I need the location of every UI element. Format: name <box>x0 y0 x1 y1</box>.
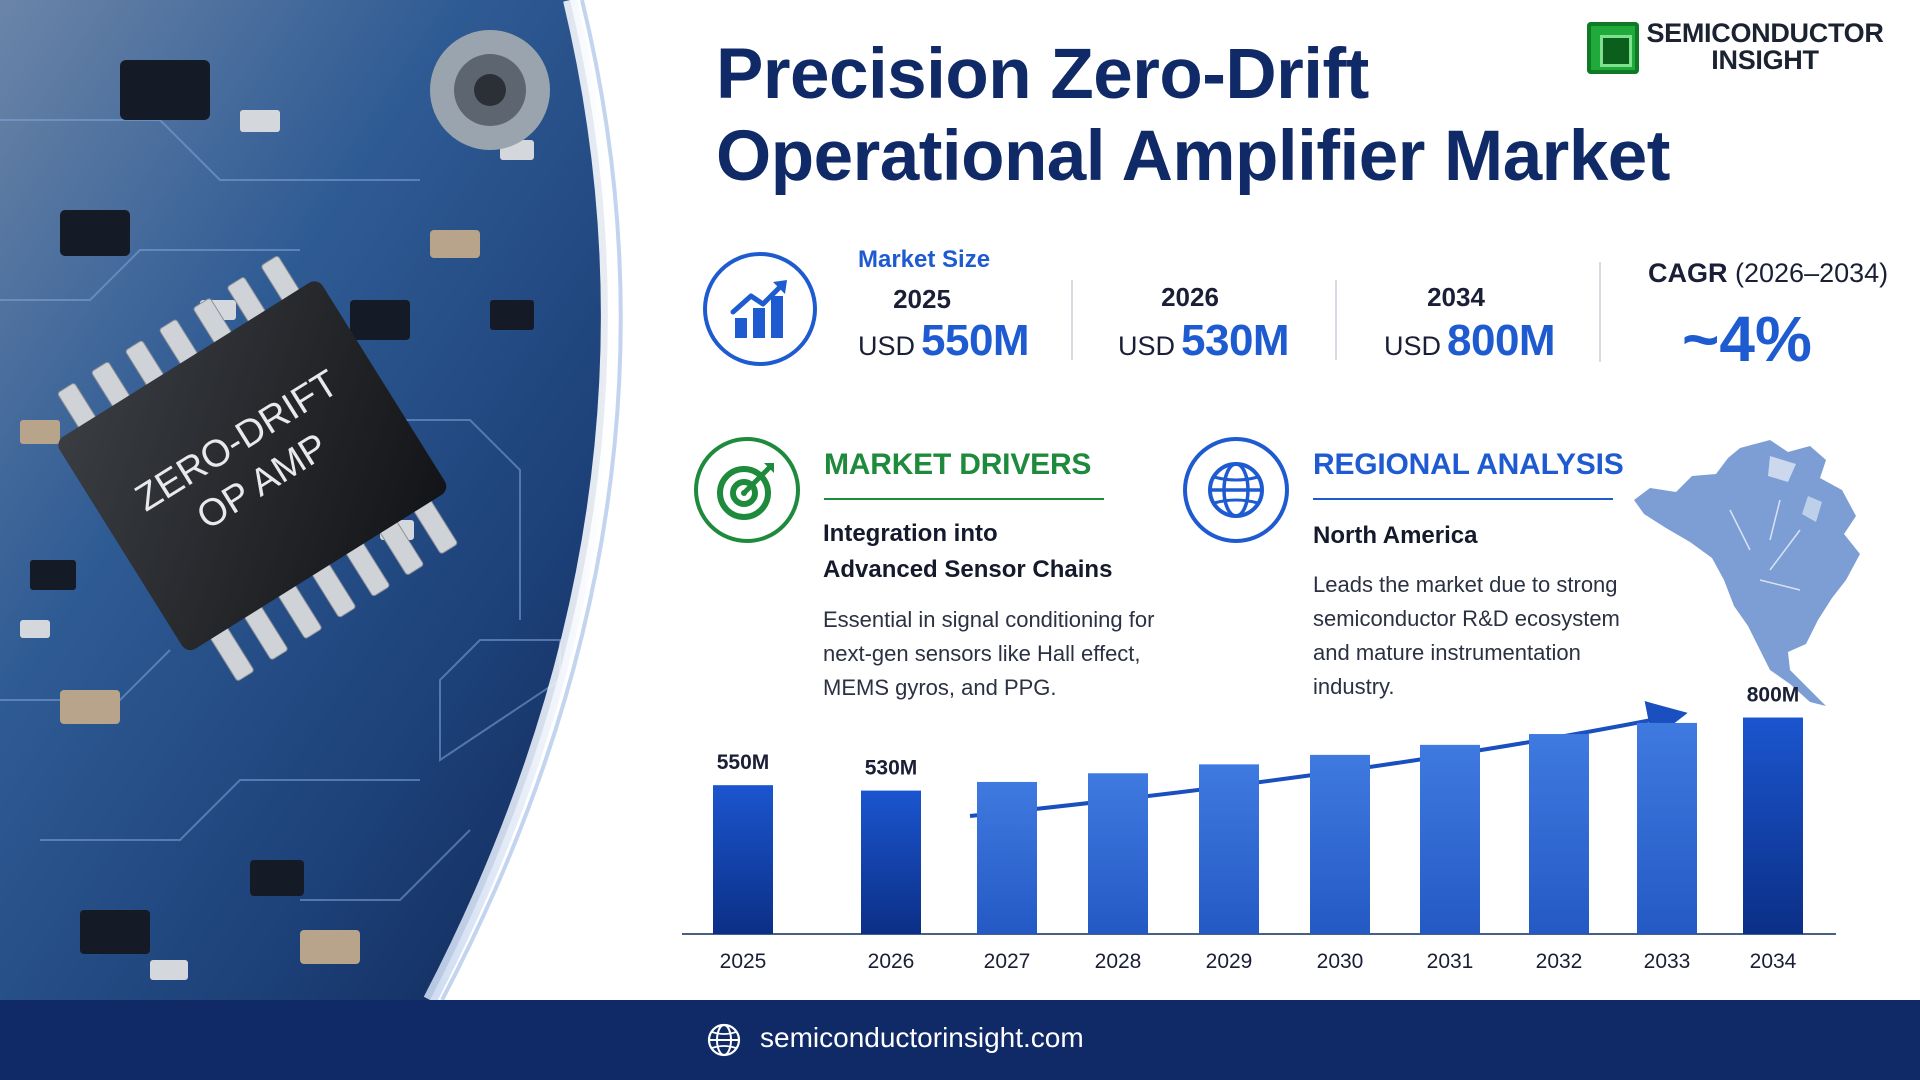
regional-body-line4: industry. <box>1313 674 1395 699</box>
bar-2026 <box>861 790 921 934</box>
bar-2027 <box>977 781 1037 934</box>
x-tick-label: 2034 <box>1750 950 1797 973</box>
growth-chart-icon <box>730 280 787 338</box>
drivers-heading-line2: Advanced Sensor Chains <box>823 556 1113 583</box>
logo-text: SEMICONDUCTOR INSIGHT <box>1645 20 1885 74</box>
x-tick-label: 2029 <box>1206 950 1253 973</box>
currency-label: USD <box>858 331 916 361</box>
bar-2033 <box>1637 722 1697 934</box>
drivers-heading-line1: Integration into <box>823 520 998 547</box>
x-tick-label: 2031 <box>1427 950 1474 973</box>
drivers-body-line3: MEMS gyros, and PPG. <box>823 675 1057 700</box>
regional-body-line2: semiconductor R&D ecosystem <box>1313 606 1620 631</box>
brand-logo: SEMICONDUCTOR INSIGHT <box>1585 20 1885 76</box>
chip-logo-icon <box>1587 22 1639 74</box>
bar-2034 <box>1743 717 1803 934</box>
drivers-body: Essential in signal conditioning for nex… <box>823 603 1154 705</box>
globe-icon <box>707 1023 741 1057</box>
value-number: 530M <box>1181 316 1290 365</box>
x-tick-label: 2027 <box>984 950 1031 973</box>
regional-icon-circle <box>1183 437 1289 543</box>
stat-year-2025: 2025 <box>893 284 951 314</box>
bar-value-label: 550M <box>717 751 770 774</box>
regional-divider <box>1313 498 1613 500</box>
currency-label: USD <box>1384 331 1442 361</box>
x-tick-label: 2026 <box>868 950 915 973</box>
regional-body: Leads the market due to strong semicondu… <box>1313 568 1620 704</box>
regional-heading: North America <box>1313 522 1478 549</box>
stat-divider <box>1335 280 1337 360</box>
value-number: 550M <box>921 316 1030 365</box>
stat-value-2034: USD 800M <box>1384 316 1556 366</box>
drivers-body-line2: next-gen sensors like Hall effect, <box>823 641 1141 666</box>
value-number: 800M <box>1447 316 1556 365</box>
stat-year-2026: 2026 <box>1161 282 1219 312</box>
circuit-board-photo: ZERO-DRIFT OP AMP <box>0 0 623 1000</box>
logo-line1: SEMICONDUCTOR <box>1646 18 1884 48</box>
x-tick-label: 2033 <box>1644 950 1691 973</box>
regional-analysis-title: REGIONAL ANALYSIS <box>1313 448 1624 481</box>
currency-label: USD <box>1118 331 1176 361</box>
globe-icon <box>1208 462 1264 518</box>
x-tick-label: 2025 <box>720 950 767 973</box>
market-drivers-title: MARKET DRIVERS <box>824 448 1092 481</box>
stat-divider <box>1071 280 1073 360</box>
cagr-period: (2026–2034) <box>1735 258 1889 288</box>
regional-body-line3: and mature instrumentation <box>1313 640 1581 665</box>
website-link[interactable]: semiconductorinsight.com <box>760 1022 1084 1053</box>
page-title: Precision Zero-Drift Operational Amplifi… <box>716 34 1716 198</box>
logo-line2: INSIGHT <box>1711 45 1819 75</box>
title-line1: Precision Zero-Drift <box>716 35 1369 114</box>
stat-divider <box>1599 262 1601 362</box>
cagr-value: ~4% <box>1682 303 1812 375</box>
market-size-label: Market Size <box>858 246 991 273</box>
bar-2030 <box>1310 754 1370 934</box>
trend-arrow <box>969 701 1688 818</box>
x-tick-label: 2028 <box>1095 950 1142 973</box>
x-tick-label: 2030 <box>1317 950 1364 973</box>
cagr-label: CAGR (2026–2034) <box>1648 258 1888 289</box>
stat-year-2034: 2034 <box>1427 282 1485 312</box>
regional-body-line1: Leads the market due to strong <box>1313 572 1618 597</box>
drivers-divider <box>824 498 1104 500</box>
bar-2031 <box>1420 744 1480 934</box>
cagr-title: CAGR <box>1648 258 1728 288</box>
stat-value-2026: USD 530M <box>1118 316 1290 366</box>
market-size-icon-circle <box>703 252 817 366</box>
footer-bar: semiconductorinsight.com <box>0 1000 1920 1080</box>
x-tick-label: 2032 <box>1536 950 1583 973</box>
drivers-body-line1: Essential in signal conditioning for <box>823 607 1155 632</box>
bar-2025 <box>713 785 773 934</box>
bar-2032 <box>1529 734 1589 934</box>
north-america-map <box>1634 440 1860 706</box>
bar-2028 <box>1088 773 1148 934</box>
bar-2029 <box>1199 764 1259 934</box>
stat-value-2025: USD 550M <box>858 316 1030 366</box>
title-line2: Operational Amplifier Market <box>716 117 1670 196</box>
bar-value-label: 530M <box>865 757 918 780</box>
drivers-icon-circle <box>694 437 800 543</box>
drivers-heading: Integration into Advanced Sensor Chains <box>823 516 1112 588</box>
target-arrow-icon <box>717 463 774 520</box>
